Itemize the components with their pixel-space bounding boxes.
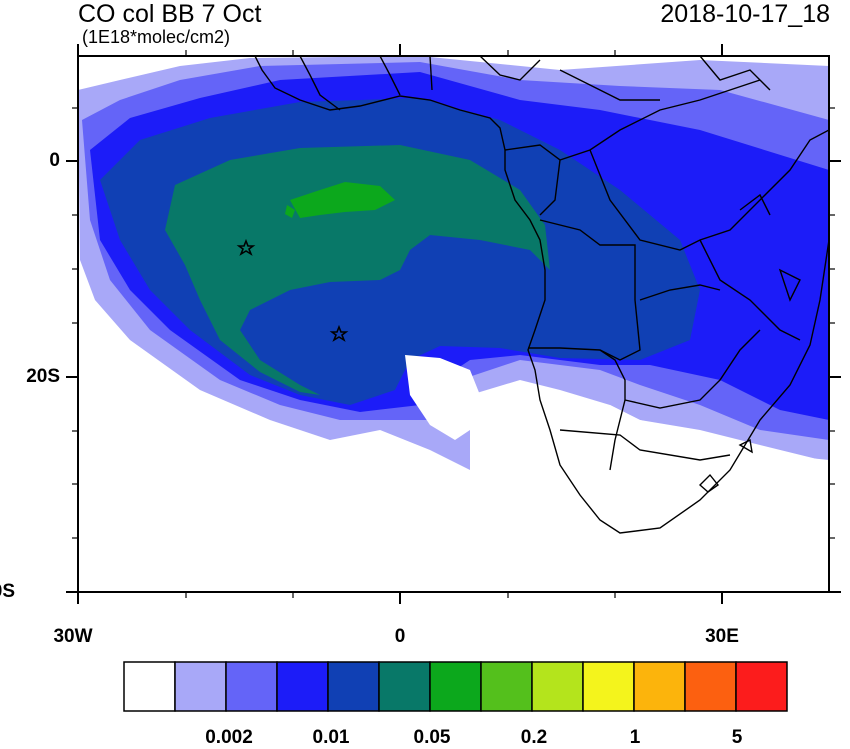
tick-marks	[66, 44, 841, 604]
units-label: (1E18*molec/cm2)	[82, 27, 231, 47]
colorbar-swatch	[123, 661, 176, 712]
colorbar-label: 0.002	[205, 727, 253, 748]
x-tick-label-30e: 30E	[705, 626, 739, 647]
colorbar-swatch	[276, 661, 329, 712]
star-marker	[329, 324, 349, 342]
plot-frame	[77, 55, 830, 593]
map-title: CO col BB 7 Oct	[78, 0, 262, 28]
coastlines-borders	[254, 56, 829, 534]
colorbar-swatch	[684, 661, 737, 712]
colorbar-label: 1	[629, 727, 641, 748]
colorbar-swatch	[429, 661, 482, 712]
star-markers	[236, 238, 349, 342]
colorbar-swatch	[531, 661, 584, 712]
datetime-label: 2018-10-17_18	[660, 0, 830, 28]
star-marker	[236, 238, 256, 256]
colorbar-label: 5	[731, 727, 743, 748]
colorbar-swatch	[582, 661, 635, 712]
y-tick-label-20s: 20S	[26, 366, 60, 387]
x-tick-label-0: 0	[394, 626, 406, 647]
colorbar-swatch	[378, 661, 431, 712]
colorbar-swatch	[633, 661, 686, 712]
colorbar-swatch	[225, 661, 278, 712]
colorbar-swatch	[174, 661, 227, 712]
y-tick-label-40s: 40S	[0, 581, 15, 602]
x-tick-label-30w: 30W	[53, 626, 93, 647]
minor-tick-marks	[72, 50, 835, 598]
colorbar	[123, 661, 788, 712]
colorbar-label: 0.01	[312, 727, 350, 748]
y-tick-label-0: 0	[49, 150, 60, 171]
colorbar-label: 0.05	[413, 727, 451, 748]
colorbar-swatch	[480, 661, 533, 712]
colorbar-swatch	[327, 661, 380, 712]
co-field	[78, 56, 829, 592]
colorbar-label: 0.2	[520, 727, 548, 748]
colorbar-swatch	[735, 661, 788, 712]
